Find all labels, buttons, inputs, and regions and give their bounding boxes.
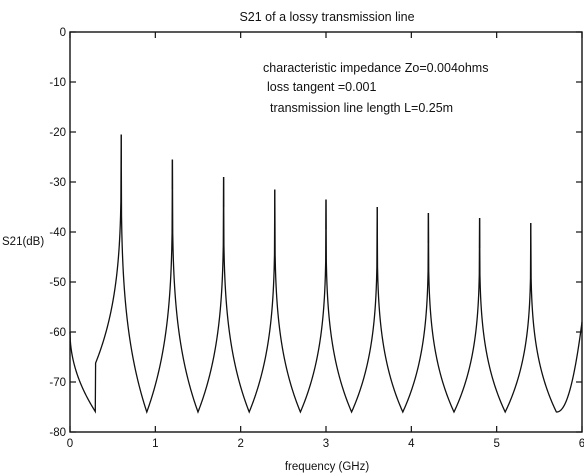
- x-axis-label: frequency (GHz): [285, 461, 370, 473]
- y-tick-label-4: -40: [49, 227, 66, 239]
- x-tick-labels: 0 1 2 3 4 5 6: [67, 438, 584, 450]
- y-tick-label-0: 0: [60, 27, 66, 39]
- x-tick-label-0: 0: [67, 438, 73, 450]
- y-tick-label-7: -70: [49, 377, 66, 389]
- axis-ticks: [69, 31, 583, 433]
- x-tick-label-6: 6: [579, 438, 584, 450]
- y-tick-label-2: -20: [49, 127, 66, 139]
- annotation-loss-tangent: loss tangent =0.001: [267, 80, 377, 94]
- x-tick-label-1: 1: [152, 438, 158, 450]
- x-tick-label-3: 3: [323, 438, 329, 450]
- y-tick-label-1: -10: [49, 77, 66, 89]
- x-tick-label-2: 2: [237, 438, 243, 450]
- x-tick-label-5: 5: [493, 438, 499, 450]
- y-axis-label: S21(dB): [2, 236, 44, 248]
- y-tick-labels: 0 -10 -20 -30 -40 -50 -60 -70 -80: [49, 27, 66, 439]
- x-tick-label-4: 4: [408, 438, 415, 450]
- annotation-line-length: transmission line length L=0.25m: [270, 101, 453, 115]
- annotation-impedance: characteristic impedance Zo=0.004ohms: [263, 61, 488, 75]
- y-tick-label-5: -50: [49, 277, 66, 289]
- y-tick-label-8: -80: [49, 427, 66, 439]
- s21-series-line: [69, 134, 583, 415]
- y-tick-label-6: -60: [49, 327, 66, 339]
- chart-title: S21 of a lossy transmission line: [239, 10, 414, 24]
- resonance-peaks: [120, 134, 532, 253]
- y-tick-label-3: -30: [49, 177, 66, 189]
